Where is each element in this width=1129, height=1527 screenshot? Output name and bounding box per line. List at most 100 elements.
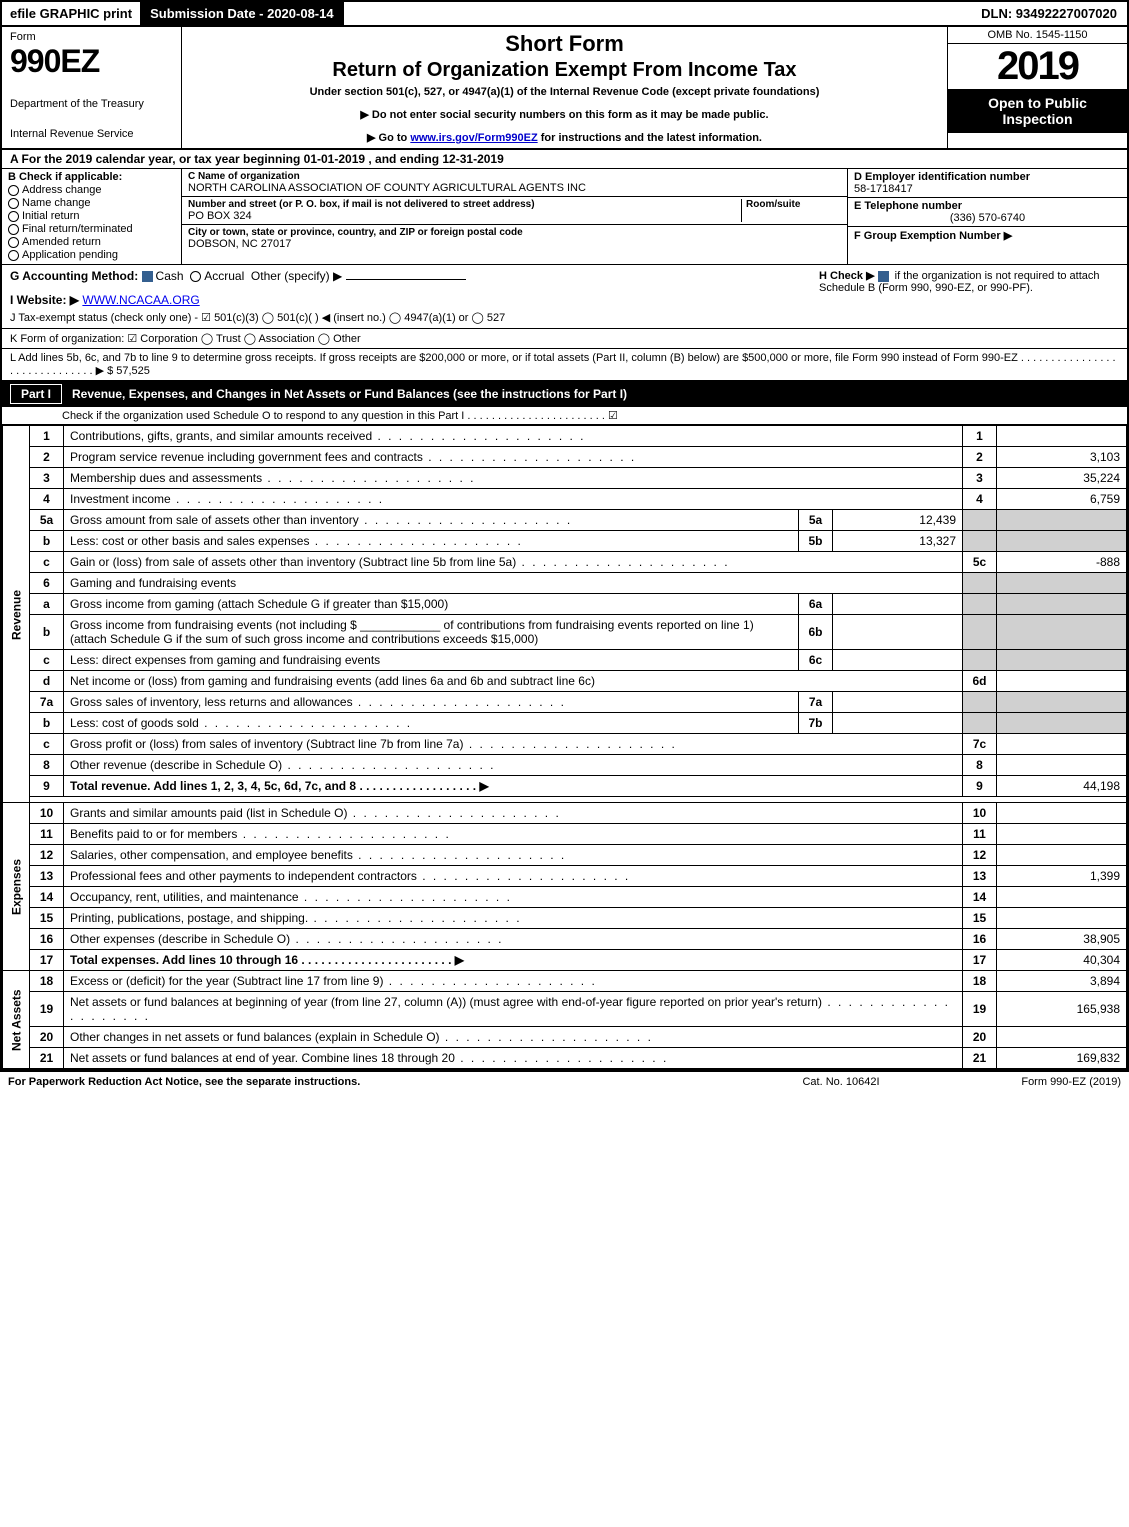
line-amt: 169,832 — [997, 1048, 1127, 1069]
chk-label: Initial return — [22, 210, 79, 222]
submission-date-button[interactable]: Submission Date - 2020-08-14 — [140, 2, 344, 25]
table-row: b Gross income from fundraising events (… — [3, 615, 1127, 650]
table-row: 4 Investment income 4 6,759 — [3, 489, 1127, 510]
line-amt — [997, 803, 1127, 824]
inner-amt — [833, 692, 963, 713]
row-j: J Tax-exempt status (check only one) - ☑… — [10, 311, 819, 324]
shade-cell — [997, 531, 1127, 552]
line-desc: Less: direct expenses from gaming and fu… — [64, 650, 799, 671]
tel-value: (336) 570-6740 — [854, 212, 1121, 224]
chk-initial-return[interactable]: Initial return — [8, 210, 175, 222]
line-num: 3 — [30, 468, 64, 489]
shade-cell — [963, 650, 997, 671]
chk-address-change[interactable]: Address change — [8, 184, 175, 196]
line-desc: Gross profit or (loss) from sales of inv… — [70, 737, 677, 751]
line-num: 10 — [30, 803, 64, 824]
table-row: 15 Printing, publications, postage, and … — [3, 908, 1127, 929]
g-accrual: Accrual — [204, 269, 244, 283]
g-other-input[interactable] — [346, 279, 466, 280]
table-row: Net Assets 18 Excess or (deficit) for th… — [3, 971, 1127, 992]
form-header: Form 990EZ Department of the Treasury In… — [2, 27, 1127, 150]
col-b-title: B Check if applicable: — [8, 171, 175, 183]
org-city: DOBSON, NC 27017 — [188, 238, 841, 250]
line-desc: Gaming and fundraising events — [64, 573, 963, 594]
line-desc: Other changes in net assets or fund bala… — [70, 1030, 653, 1044]
form-container: efile GRAPHIC print Submission Date - 20… — [0, 0, 1129, 1071]
tel-block: E Telephone number (336) 570-6740 — [848, 198, 1127, 227]
checkbox-icon — [8, 185, 19, 196]
line-num: 21 — [30, 1048, 64, 1069]
line-num: d — [30, 671, 64, 692]
table-row: c Gross profit or (loss) from sales of i… — [3, 734, 1127, 755]
line-num: 12 — [30, 845, 64, 866]
website-link[interactable]: WWW.NCACAA.ORG — [82, 293, 199, 307]
shade-cell — [997, 692, 1127, 713]
line-desc: Professional fees and other payments to … — [70, 869, 630, 883]
line-amt — [997, 1027, 1127, 1048]
org-city-block: City or town, state or province, country… — [182, 225, 847, 252]
line-amt — [997, 671, 1127, 692]
checkbox-icon — [8, 198, 19, 209]
row-a-tax-year: A For the 2019 calendar year, or tax yea… — [2, 150, 1127, 169]
page-footer: For Paperwork Reduction Act Notice, see … — [0, 1071, 1129, 1092]
table-row: 11 Benefits paid to or for members 11 — [3, 824, 1127, 845]
inner-box: 5a — [799, 510, 833, 531]
chk-label: Amended return — [22, 236, 101, 248]
inner-box: 6a — [799, 594, 833, 615]
checkbox-icon — [8, 211, 19, 222]
line-desc: Gross sales of inventory, less returns a… — [70, 695, 566, 709]
line-box: 13 — [963, 866, 997, 887]
line-desc: Net assets or fund balances at beginning… — [70, 995, 950, 1023]
footer-cat: Cat. No. 10642I — [741, 1076, 941, 1088]
table-row: 13 Professional fees and other payments … — [3, 866, 1127, 887]
dln-label: DLN: 93492227007020 — [971, 2, 1127, 25]
tax-year: 2019 — [948, 44, 1127, 89]
chk-amended-return[interactable]: Amended return — [8, 236, 175, 248]
chk-final-return[interactable]: Final return/terminated — [8, 223, 175, 235]
line-box: 10 — [963, 803, 997, 824]
irs-link[interactable]: www.irs.gov/Form990EZ — [410, 132, 537, 144]
table-row: 5a Gross amount from sale of assets othe… — [3, 510, 1127, 531]
line-desc: Contributions, gifts, grants, and simila… — [70, 429, 586, 443]
table-row: d Net income or (loss) from gaming and f… — [3, 671, 1127, 692]
line-amt: 44,198 — [997, 776, 1127, 797]
line-num: b — [30, 531, 64, 552]
line-desc: Program service revenue including govern… — [70, 450, 636, 464]
inner-amt: 13,327 — [833, 531, 963, 552]
table-row: 17 Total expenses. Add lines 10 through … — [3, 950, 1127, 971]
col-d-ids: D Employer identification number 58-1718… — [847, 169, 1127, 264]
row-g-left: G Accounting Method: Cash Accrual Other … — [10, 269, 819, 324]
line-num: a — [30, 594, 64, 615]
inner-box: 7a — [799, 692, 833, 713]
line-box: 11 — [963, 824, 997, 845]
table-row: 20 Other changes in net assets or fund b… — [3, 1027, 1127, 1048]
form-number: 990EZ — [10, 43, 173, 80]
line-desc: Total revenue. Add lines 1, 2, 3, 4, 5c,… — [70, 779, 489, 793]
i-label: I Website: ▶ — [10, 293, 79, 307]
chk-name-change[interactable]: Name change — [8, 197, 175, 209]
chk-label: Address change — [22, 184, 102, 196]
line-num: 19 — [30, 992, 64, 1027]
shade-cell — [963, 573, 997, 594]
col-b-checkboxes: B Check if applicable: Address change Na… — [2, 169, 182, 264]
title-return: Return of Organization Exempt From Incom… — [190, 59, 939, 82]
table-row: Revenue 1 Contributions, gifts, grants, … — [3, 426, 1127, 447]
line-num: c — [30, 552, 64, 573]
line-box: 12 — [963, 845, 997, 866]
chk-application-pending[interactable]: Application pending — [8, 249, 175, 261]
row-k: K Form of organization: ☑ Corporation ◯ … — [2, 329, 1127, 349]
line-num: c — [30, 650, 64, 671]
shade-cell — [963, 531, 997, 552]
chk-label: Application pending — [22, 249, 118, 261]
note-link-line: ▶ Go to www.irs.gov/Form990EZ for instru… — [190, 131, 939, 144]
checkbox-icon — [8, 250, 19, 261]
subtitle: Under section 501(c), 527, or 4947(a)(1)… — [190, 86, 939, 98]
table-row: 19 Net assets or fund balances at beginn… — [3, 992, 1127, 1027]
ein-label: D Employer identification number — [854, 171, 1121, 183]
org-name-label: C Name of organization — [188, 171, 841, 182]
line-desc: Investment income — [70, 492, 384, 506]
col-c-org-info: C Name of organization NORTH CAROLINA AS… — [182, 169, 847, 264]
line-num: 18 — [30, 971, 64, 992]
inner-box: 6c — [799, 650, 833, 671]
table-row: 3 Membership dues and assessments 3 35,2… — [3, 468, 1127, 489]
